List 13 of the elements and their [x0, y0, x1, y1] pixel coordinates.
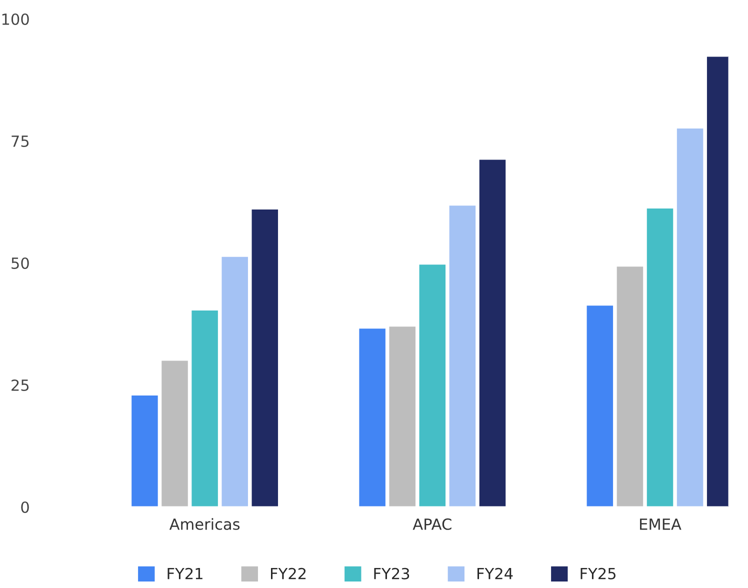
y-tick-label: 75	[12, 136, 29, 148]
y-tick-label: 100	[2, 13, 29, 26]
legend-label: FY23	[374, 568, 410, 580]
legend-label: FY25	[580, 568, 616, 580]
x-tick-label: Americas	[169, 518, 240, 530]
legend-label: FY24	[478, 568, 513, 580]
x-tick-label: EMEA	[640, 518, 682, 530]
y-tick-label: 0	[21, 501, 29, 514]
y-tick-label: 25	[12, 379, 29, 392]
legend-label: FY21	[168, 568, 202, 580]
x-tick-label: APAC	[412, 518, 452, 530]
y-tick-label: 50	[12, 257, 29, 270]
legend-label: FY22	[270, 568, 306, 580]
